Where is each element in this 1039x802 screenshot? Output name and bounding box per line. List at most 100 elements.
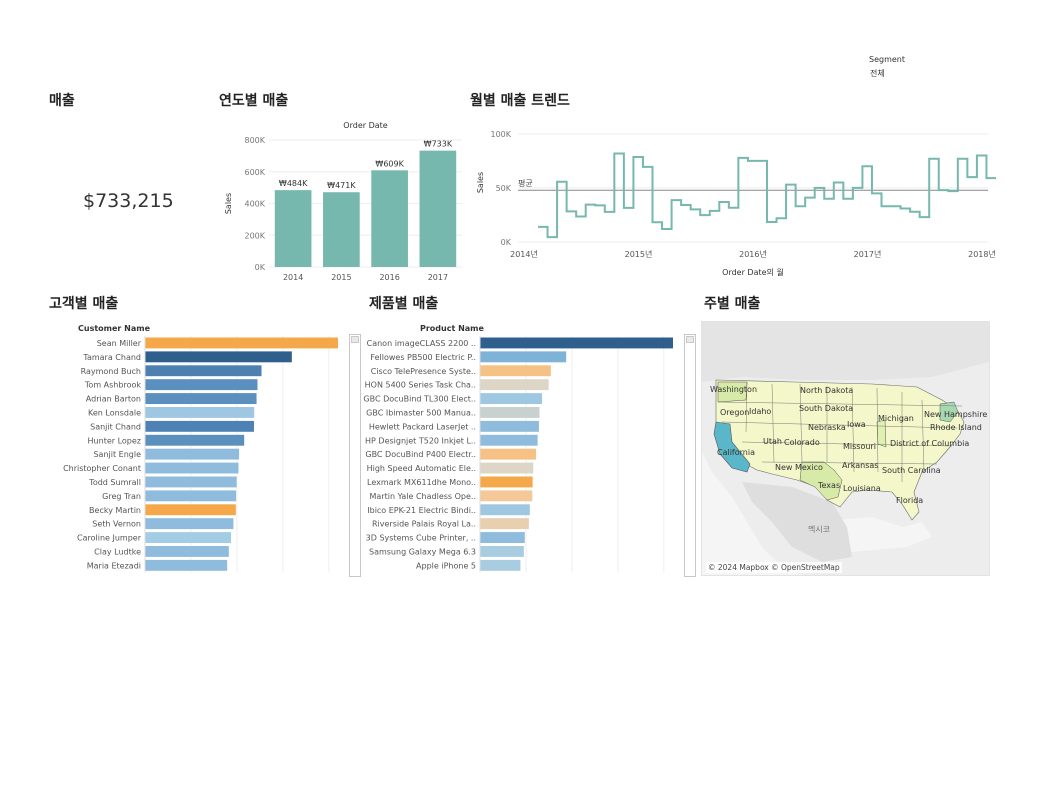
state-sales-map[interactable]: Washington Oregon Idaho North Dakota Sou… xyxy=(701,321,990,576)
customer-label: Raymond Buch xyxy=(81,367,141,376)
monthly-y-label: Sales xyxy=(476,172,485,193)
yearly-bar xyxy=(419,150,457,267)
yearly-bar xyxy=(323,192,360,267)
customer-bar xyxy=(145,476,237,488)
yearly-y-tick: 800K xyxy=(244,136,265,145)
product-label: Riverside Palais Royal La.. xyxy=(372,520,476,529)
customer-bar xyxy=(145,518,234,530)
product-label: Fellowes PB500 Electric P.. xyxy=(370,353,476,362)
yearly-bar-label: ₩471K xyxy=(327,181,356,190)
customer-label: Sanjit Chand xyxy=(90,422,141,431)
product-scroll-thumb[interactable] xyxy=(686,336,694,343)
product-label: Lexmark MX611dhe Mono.. xyxy=(367,478,476,487)
customer-bar xyxy=(145,559,228,571)
product-bar xyxy=(480,476,533,488)
map-label-mexico: 멕시코 xyxy=(808,525,831,534)
state-new-york xyxy=(939,401,959,423)
map-label-michigan: Michigan xyxy=(878,414,914,423)
yearly-sales-title: 연도별 매출 xyxy=(219,93,289,109)
product-label: Samsung Galaxy Mega 6.3 xyxy=(369,547,476,556)
customer-label: Seth Vernon xyxy=(92,520,141,529)
product-label: GBC DocuBind TL300 Elect.. xyxy=(363,395,476,404)
customer-scroll-thumb[interactable] xyxy=(351,336,359,343)
customer-bar xyxy=(145,490,237,502)
product-bar xyxy=(480,420,539,432)
monthly-x-tick: 2018년 xyxy=(968,249,996,259)
customer-bar xyxy=(145,407,255,418)
product-label: Cisco TelePresence Syste.. xyxy=(371,367,476,376)
product-scrollbar[interactable] xyxy=(684,334,696,577)
customer-bar xyxy=(145,462,239,474)
yearly-y-tick: 0K xyxy=(255,263,266,272)
product-label: Hewlett Packard LaserJet .. xyxy=(369,422,476,431)
customer-label: Todd Sumrall xyxy=(88,478,141,487)
yearly-x-tick: 2016 xyxy=(379,273,399,282)
product-label: High Speed Automatic Ele.. xyxy=(367,464,476,473)
yearly-x-tick: 2014 xyxy=(283,273,303,282)
monthly-y-tick: 0K xyxy=(501,238,512,247)
product-bar xyxy=(480,434,538,446)
product-bar xyxy=(480,365,551,377)
product-bar xyxy=(480,379,549,391)
customer-label: Hunter Lopez xyxy=(88,436,141,445)
segment-filter-title: Segment xyxy=(869,55,905,64)
customer-bar xyxy=(145,337,338,349)
customer-label: Christopher Conant xyxy=(63,464,141,473)
map-label-missouri: Missouri xyxy=(843,442,876,451)
map-label-idaho: Idaho xyxy=(749,407,772,416)
customer-label: Adrian Barton xyxy=(86,395,141,404)
yearly-y-tick: 200K xyxy=(244,231,265,240)
monthly-y-tick: 50K xyxy=(496,184,512,193)
customer-bar xyxy=(145,351,292,363)
state-sales-title: 주별 매출 xyxy=(704,296,761,312)
customer-label: Sanjit Engle xyxy=(93,450,141,459)
map-label-rhode-island: Rhode Island xyxy=(930,423,982,432)
customer-label: Maria Etezadi xyxy=(87,561,141,570)
map-label-utah: Utah xyxy=(763,437,782,446)
product-label: Canon imageCLASS 2200 .. xyxy=(367,339,476,348)
kpi-title: 매출 xyxy=(49,93,75,109)
product-label: Martin Yale Chadless Ope.. xyxy=(370,492,476,501)
product-bar xyxy=(480,518,529,530)
state-texas xyxy=(799,461,843,501)
customer-bar xyxy=(145,393,257,404)
product-label: GBC Ibimaster 500 Manua.. xyxy=(366,408,476,417)
yearly-bar-label: ₩733K xyxy=(424,140,453,149)
yearly-y-tick: 400K xyxy=(244,200,265,209)
yearly-bar xyxy=(371,170,408,267)
map-label-florida: Florida xyxy=(896,496,924,505)
yearly-bar xyxy=(274,190,312,267)
yearly-y-label: Sales xyxy=(224,193,233,214)
customer-label: Tamara Chand xyxy=(82,353,141,362)
map-label-arkansas: Arkansas xyxy=(842,461,879,470)
yearly-x-tick: 2017 xyxy=(428,273,448,282)
map-label-oregon: Oregon xyxy=(720,408,750,417)
customer-label: Sean Miller xyxy=(97,339,142,348)
map-label-colorado: Colorado xyxy=(784,438,820,447)
state-washington xyxy=(717,381,748,403)
segment-filter-value[interactable]: 전체 xyxy=(870,69,885,78)
customer-bar xyxy=(145,532,232,543)
monthly-x-tick: 2015년 xyxy=(625,249,653,259)
customer-label: Ken Lonsdale xyxy=(88,408,141,417)
product-label: Ibico EPK-21 Electric Bindi.. xyxy=(367,506,476,515)
yearly-x-tick: 2015 xyxy=(331,273,351,282)
product-label: HON 5400 Series Task Cha.. xyxy=(365,381,476,390)
customer-bar xyxy=(145,448,240,460)
monthly-sales-line xyxy=(538,152,996,239)
customer-label: Caroline Jumper xyxy=(77,534,142,543)
customer-label: Greg Tran xyxy=(102,492,141,501)
monthly-x-label: Order Date의 월 xyxy=(722,267,784,277)
yearly-bar-label: ₩609K xyxy=(375,159,404,168)
map-label-iowa: Iowa xyxy=(847,420,866,429)
product-label: 3D Systems Cube Printer, .. xyxy=(366,534,476,543)
state-illinois xyxy=(876,419,887,448)
monthly-trend-title: 월별 매출 트렌드 xyxy=(470,93,570,109)
customer-bar xyxy=(145,420,254,432)
customer-scrollbar[interactable] xyxy=(349,334,361,577)
monthly-x-tick: 2017년 xyxy=(854,249,882,259)
map-label-new-mexico: New Mexico xyxy=(775,463,823,472)
customer-label: Tom Ashbrook xyxy=(84,381,141,390)
product-bar xyxy=(480,532,525,543)
total-sales-kpi: $733,215 xyxy=(83,190,174,212)
